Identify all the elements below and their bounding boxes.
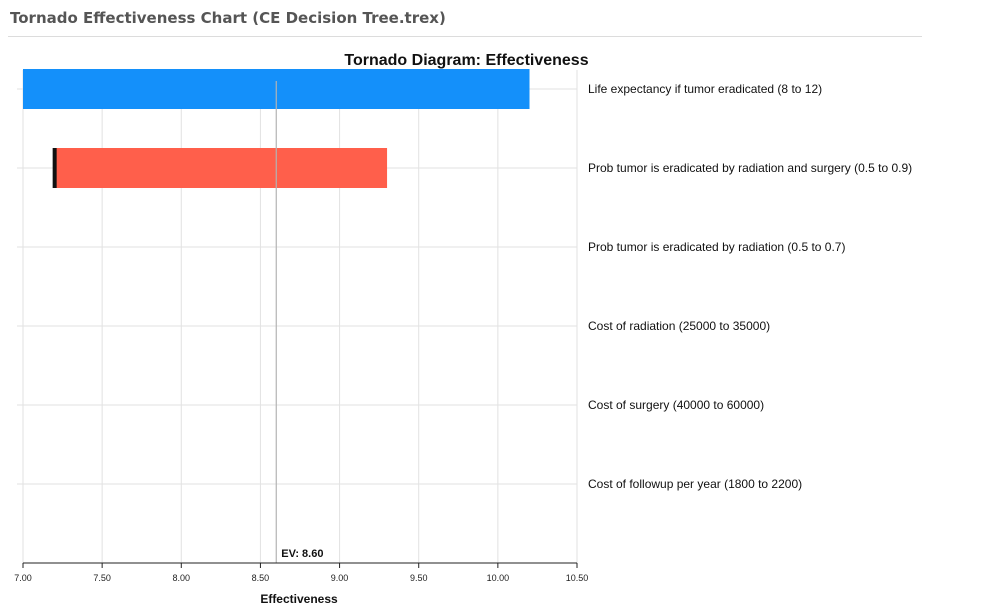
bars <box>23 69 530 188</box>
tornado-bar <box>54 148 388 188</box>
chart-title: Tornado Diagram: Effectiveness <box>344 52 589 69</box>
category-label: Cost of surgery (40000 to 60000) <box>588 398 764 412</box>
x-tick-label: 8.00 <box>173 573 191 583</box>
category-label: Cost of followup per year (1800 to 2200) <box>588 477 802 491</box>
ev-label: EV: 8.60 <box>281 548 323 560</box>
category-label: Prob tumor is eradicated by radiation (0… <box>588 240 845 254</box>
x-tick-label: 8.50 <box>252 573 270 583</box>
category-labels: Life expectancy if tumor eradicated (8 t… <box>588 82 912 491</box>
x-axis: 7.00 7.50 8.00 8.50 9.00 9.50 10.00 10.50 <box>14 562 589 583</box>
ev-marker: EV: 8.60 <box>275 81 323 563</box>
x-tick-label: 7.00 <box>14 573 32 583</box>
x-tick-label: 9.50 <box>410 573 428 583</box>
category-label: Prob tumor is eradicated by radiation an… <box>588 161 912 175</box>
category-label: Life expectancy if tumor eradicated (8 t… <box>588 82 822 96</box>
title-divider <box>8 36 922 37</box>
window-title: Tornado Effectiveness Chart (CE Decision… <box>10 9 446 27</box>
grid-lines <box>17 70 578 563</box>
x-axis-title: Effectiveness <box>260 592 338 606</box>
category-label: Cost of radiation (25000 to 35000) <box>588 319 770 333</box>
bar-end-marker <box>52 148 57 188</box>
x-tick-label: 10.50 <box>566 573 589 583</box>
x-tick-label: 9.00 <box>331 573 349 583</box>
x-tick-label: 7.50 <box>93 573 111 583</box>
x-tick-label: 10.00 <box>487 573 510 583</box>
